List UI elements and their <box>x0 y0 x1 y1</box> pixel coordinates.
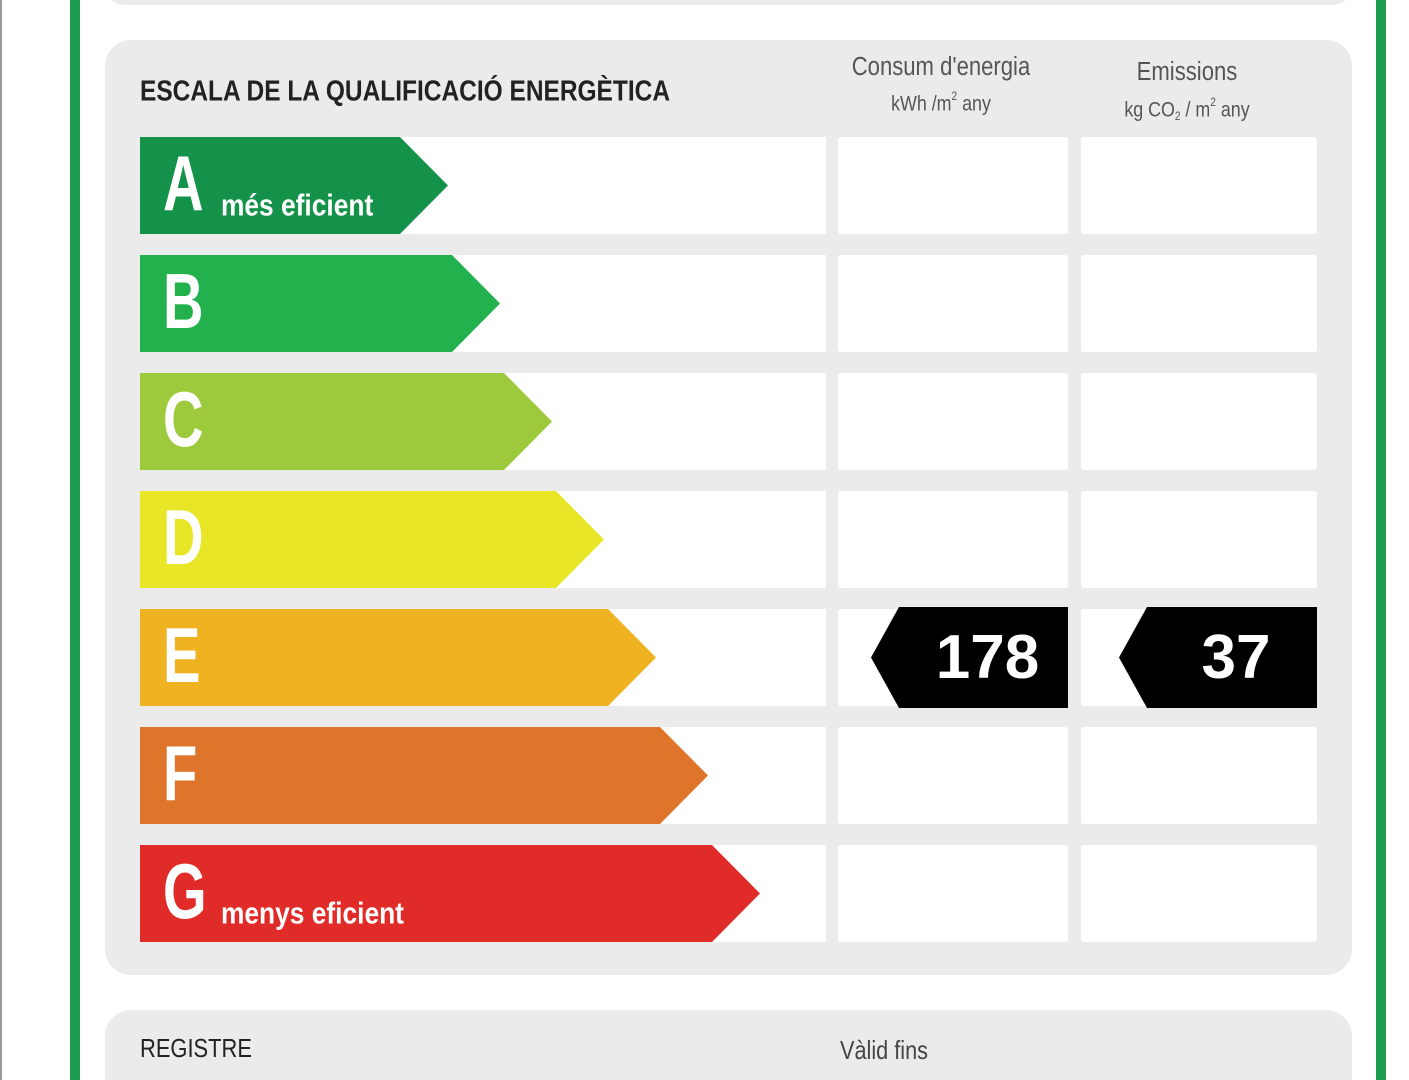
frame-right <box>1376 0 1386 1080</box>
value-text: 178 <box>936 623 1039 692</box>
unit-part: 2 <box>1210 96 1216 109</box>
rating-letter: B <box>163 258 204 345</box>
edge-line <box>0 0 2 1080</box>
unit-part: / m <box>1181 98 1211 122</box>
valid-until-label: Vàlid fins <box>840 1035 928 1065</box>
unit-part: 2 <box>1175 110 1181 123</box>
value-cell <box>838 845 1068 942</box>
unit-part: kWh /m <box>891 92 951 116</box>
rating-letter: A <box>163 140 204 227</box>
rating-arrow <box>140 137 448 234</box>
column-title: Consum d'energia <box>852 52 1031 81</box>
register-label: REGISTRE <box>140 1033 252 1063</box>
scale-title: ESCALA DE LA QUALIFICACIÓ ENERGÈTICA <box>140 74 670 108</box>
rating-letter: G <box>163 848 207 935</box>
column-unit: kg CO2 / m2 any <box>1124 96 1250 123</box>
value-cell <box>838 491 1068 588</box>
value-cell <box>1081 373 1317 470</box>
rating-letter: E <box>163 612 200 699</box>
rating-arrow <box>140 609 656 706</box>
value-cell <box>1081 137 1317 234</box>
value-cell <box>838 373 1068 470</box>
rating-arrow <box>140 373 552 470</box>
rating-letter: C <box>163 376 204 463</box>
rating-letter: F <box>163 730 197 817</box>
rating-letter: D <box>163 494 204 581</box>
top-panel <box>111 0 1346 5</box>
column-unit: kWh /m2 any <box>891 90 991 115</box>
value-badge <box>871 607 1068 708</box>
rating-arrow <box>140 255 500 352</box>
value-cell <box>1081 727 1317 824</box>
unit-part: any <box>957 92 991 116</box>
frame-left <box>70 0 80 1080</box>
rating-label: més eficient <box>221 189 374 223</box>
rating-arrow <box>140 845 760 942</box>
value-cell <box>1081 491 1317 588</box>
unit-part: kg CO <box>1124 98 1175 122</box>
value-cell <box>1081 255 1317 352</box>
unit-part: any <box>1216 98 1250 122</box>
register-panel <box>105 1010 1352 1080</box>
rating-arrow <box>140 491 604 588</box>
unit-part: 2 <box>952 90 958 103</box>
value-cell <box>838 255 1068 352</box>
value-cell <box>838 727 1068 824</box>
value-cell <box>1081 845 1317 942</box>
rating-label: menys eficient <box>221 897 404 931</box>
value-text: 37 <box>1202 623 1271 692</box>
rating-arrow <box>140 727 708 824</box>
column-title: Emissions <box>1137 57 1238 86</box>
value-badge <box>1119 607 1317 708</box>
value-cell <box>838 137 1068 234</box>
